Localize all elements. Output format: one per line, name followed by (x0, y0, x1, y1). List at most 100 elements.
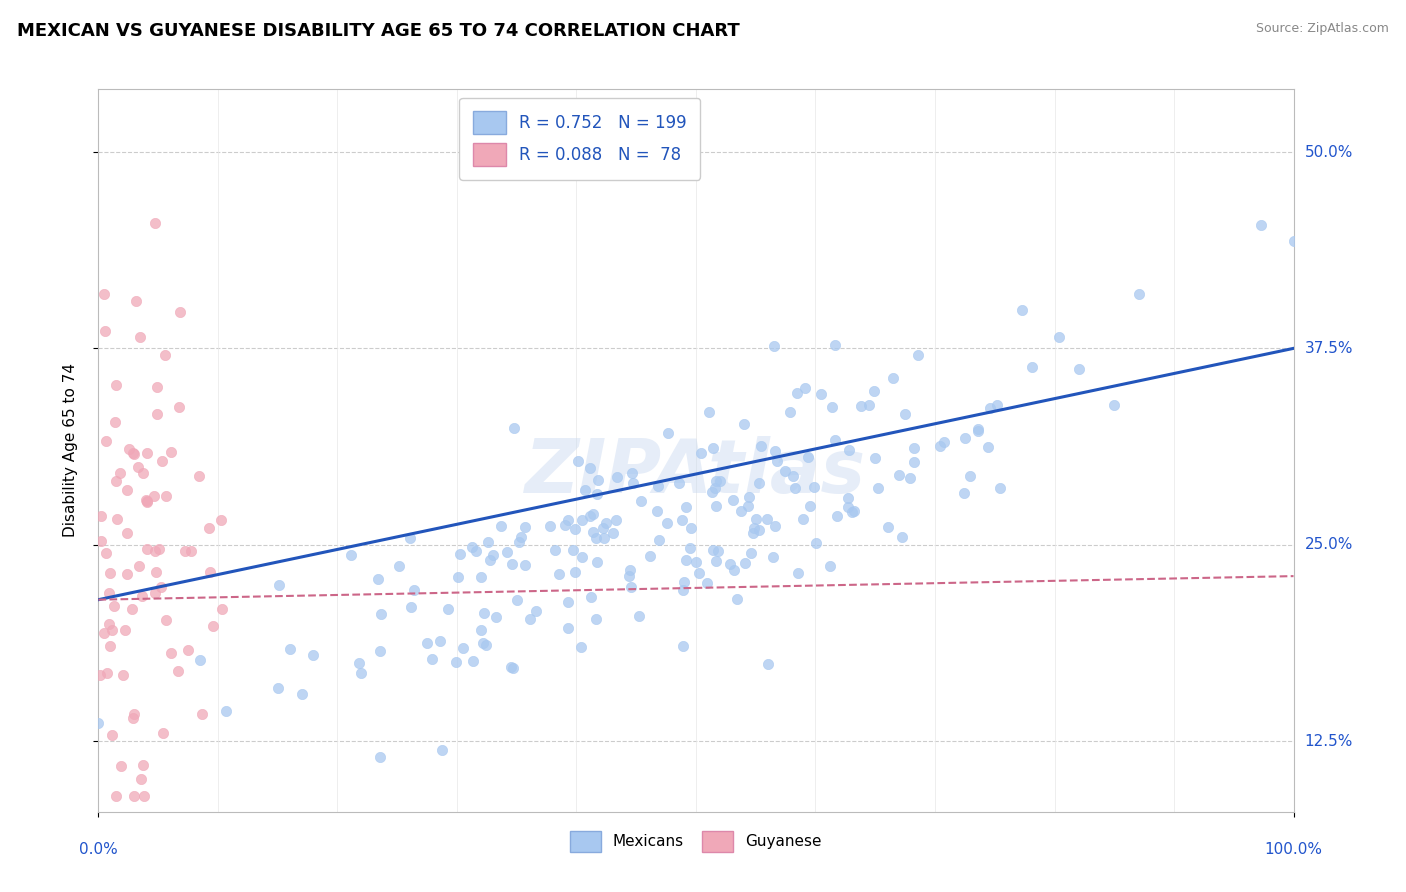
Point (96, 666, 118, 681)
Point (122, 789, 145, 803)
Point (103, 599, 125, 613)
Point (810, 387, 832, 401)
Point (766, 454, 789, 468)
Point (721, 492, 744, 507)
Point (866, 481, 889, 495)
Point (988, 482, 1011, 496)
Point (557, 621, 579, 635)
Point (825, 508, 848, 523)
Point (907, 348, 929, 362)
Point (557, 595, 579, 609)
Point (136, 445, 159, 459)
Point (889, 468, 911, 483)
Point (959, 469, 981, 483)
Point (557, 513, 579, 527)
Point (671, 639, 693, 653)
Point (501, 558, 523, 572)
Point (451, 640, 474, 655)
Point (89, 668, 111, 682)
Point (291, 687, 314, 701)
Point (125, 293, 148, 308)
Point (93, 287, 115, 301)
Point (472, 636, 495, 650)
Point (862, 384, 884, 399)
Y-axis label: Disability Age 65 to 74: Disability Age 65 to 74 (63, 363, 77, 538)
Point (571, 513, 593, 527)
Point (763, 339, 786, 353)
Point (821, 400, 844, 414)
Point (429, 633, 451, 648)
Point (463, 654, 485, 668)
Point (569, 640, 592, 654)
Point (638, 549, 661, 563)
Point (167, 400, 190, 414)
Point (105, 475, 128, 489)
Point (132, 467, 155, 481)
Point (464, 544, 486, 558)
Point (696, 576, 718, 591)
Point (267, 578, 290, 592)
Point (578, 461, 600, 475)
Point (149, 580, 172, 594)
Point (129, 330, 152, 344)
Point (131, 589, 153, 603)
Point (502, 661, 524, 675)
Point (794, 380, 817, 394)
Point (136, 542, 159, 557)
Point (388, 558, 411, 573)
Point (399, 599, 422, 614)
Point (190, 653, 212, 667)
Point (567, 453, 589, 467)
Point (145, 380, 167, 394)
Point (585, 611, 607, 625)
Point (94, 324, 117, 338)
Point (605, 513, 627, 527)
Point (108, 466, 131, 480)
Point (763, 519, 786, 533)
Point (513, 520, 536, 534)
Point (485, 609, 508, 624)
Point (585, 555, 607, 569)
Point (142, 489, 165, 503)
Point (593, 531, 616, 545)
Point (783, 481, 806, 495)
Point (198, 566, 221, 580)
Point (470, 570, 492, 584)
Text: Source: ZipAtlas.com: Source: ZipAtlas.com (1256, 22, 1389, 36)
Text: 0.0%: 0.0% (79, 842, 118, 857)
Point (94, 546, 117, 560)
Point (704, 474, 727, 488)
Point (928, 439, 950, 453)
Point (350, 666, 373, 681)
Point (402, 583, 425, 598)
Point (702, 485, 724, 500)
Point (90, 508, 112, 523)
Point (302, 648, 325, 662)
Point (763, 444, 786, 458)
Point (114, 624, 136, 638)
Point (121, 602, 143, 616)
Point (595, 516, 617, 530)
Point (115, 483, 138, 497)
Point (132, 789, 155, 803)
Point (166, 665, 188, 679)
Point (1250, 219, 1272, 233)
Point (169, 305, 191, 319)
Point (688, 566, 710, 581)
Point (153, 348, 176, 362)
Point (152, 726, 174, 740)
Point (689, 446, 711, 460)
Point (986, 398, 1008, 412)
Point (1069, 362, 1091, 376)
Point (489, 519, 512, 533)
Point (1282, 235, 1305, 249)
Point (515, 558, 537, 572)
Point (647, 479, 669, 493)
Point (155, 489, 177, 503)
Point (122, 445, 145, 459)
Point (586, 487, 609, 501)
Point (709, 475, 731, 489)
Point (420, 652, 443, 666)
Point (737, 499, 759, 513)
Point (894, 407, 917, 421)
